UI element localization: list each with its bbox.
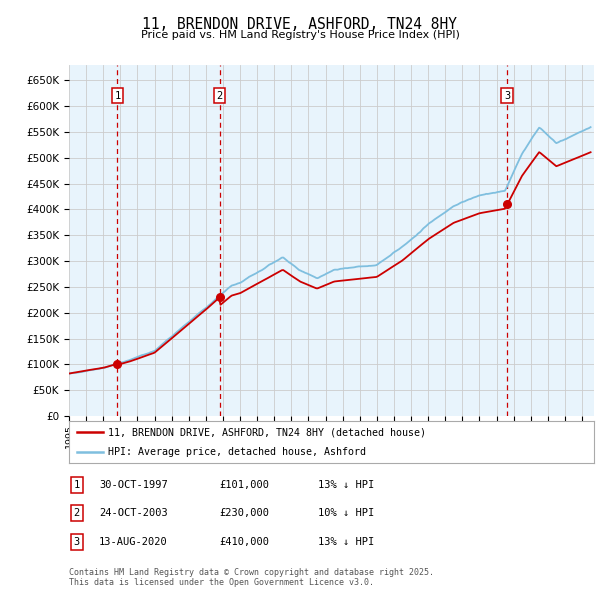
Text: 11, BRENDON DRIVE, ASHFORD, TN24 8HY: 11, BRENDON DRIVE, ASHFORD, TN24 8HY: [143, 17, 458, 31]
Text: 13% ↓ HPI: 13% ↓ HPI: [318, 537, 374, 546]
Text: 11, BRENDON DRIVE, ASHFORD, TN24 8HY (detached house): 11, BRENDON DRIVE, ASHFORD, TN24 8HY (de…: [109, 427, 427, 437]
Text: 2: 2: [74, 509, 80, 518]
Text: 30-OCT-1997: 30-OCT-1997: [99, 480, 168, 490]
Text: £101,000: £101,000: [219, 480, 269, 490]
Text: Price paid vs. HM Land Registry's House Price Index (HPI): Price paid vs. HM Land Registry's House …: [140, 30, 460, 40]
Text: 1: 1: [74, 480, 80, 490]
Text: £230,000: £230,000: [219, 509, 269, 518]
Text: £410,000: £410,000: [219, 537, 269, 546]
Text: 13% ↓ HPI: 13% ↓ HPI: [318, 480, 374, 490]
Text: Contains HM Land Registry data © Crown copyright and database right 2025.
This d: Contains HM Land Registry data © Crown c…: [69, 568, 434, 587]
Text: 13-AUG-2020: 13-AUG-2020: [99, 537, 168, 546]
Text: 1: 1: [114, 91, 121, 101]
Text: 24-OCT-2003: 24-OCT-2003: [99, 509, 168, 518]
Text: 3: 3: [504, 91, 510, 101]
Text: 3: 3: [74, 537, 80, 546]
Text: HPI: Average price, detached house, Ashford: HPI: Average price, detached house, Ashf…: [109, 447, 367, 457]
Text: 10% ↓ HPI: 10% ↓ HPI: [318, 509, 374, 518]
Text: 2: 2: [217, 91, 223, 101]
